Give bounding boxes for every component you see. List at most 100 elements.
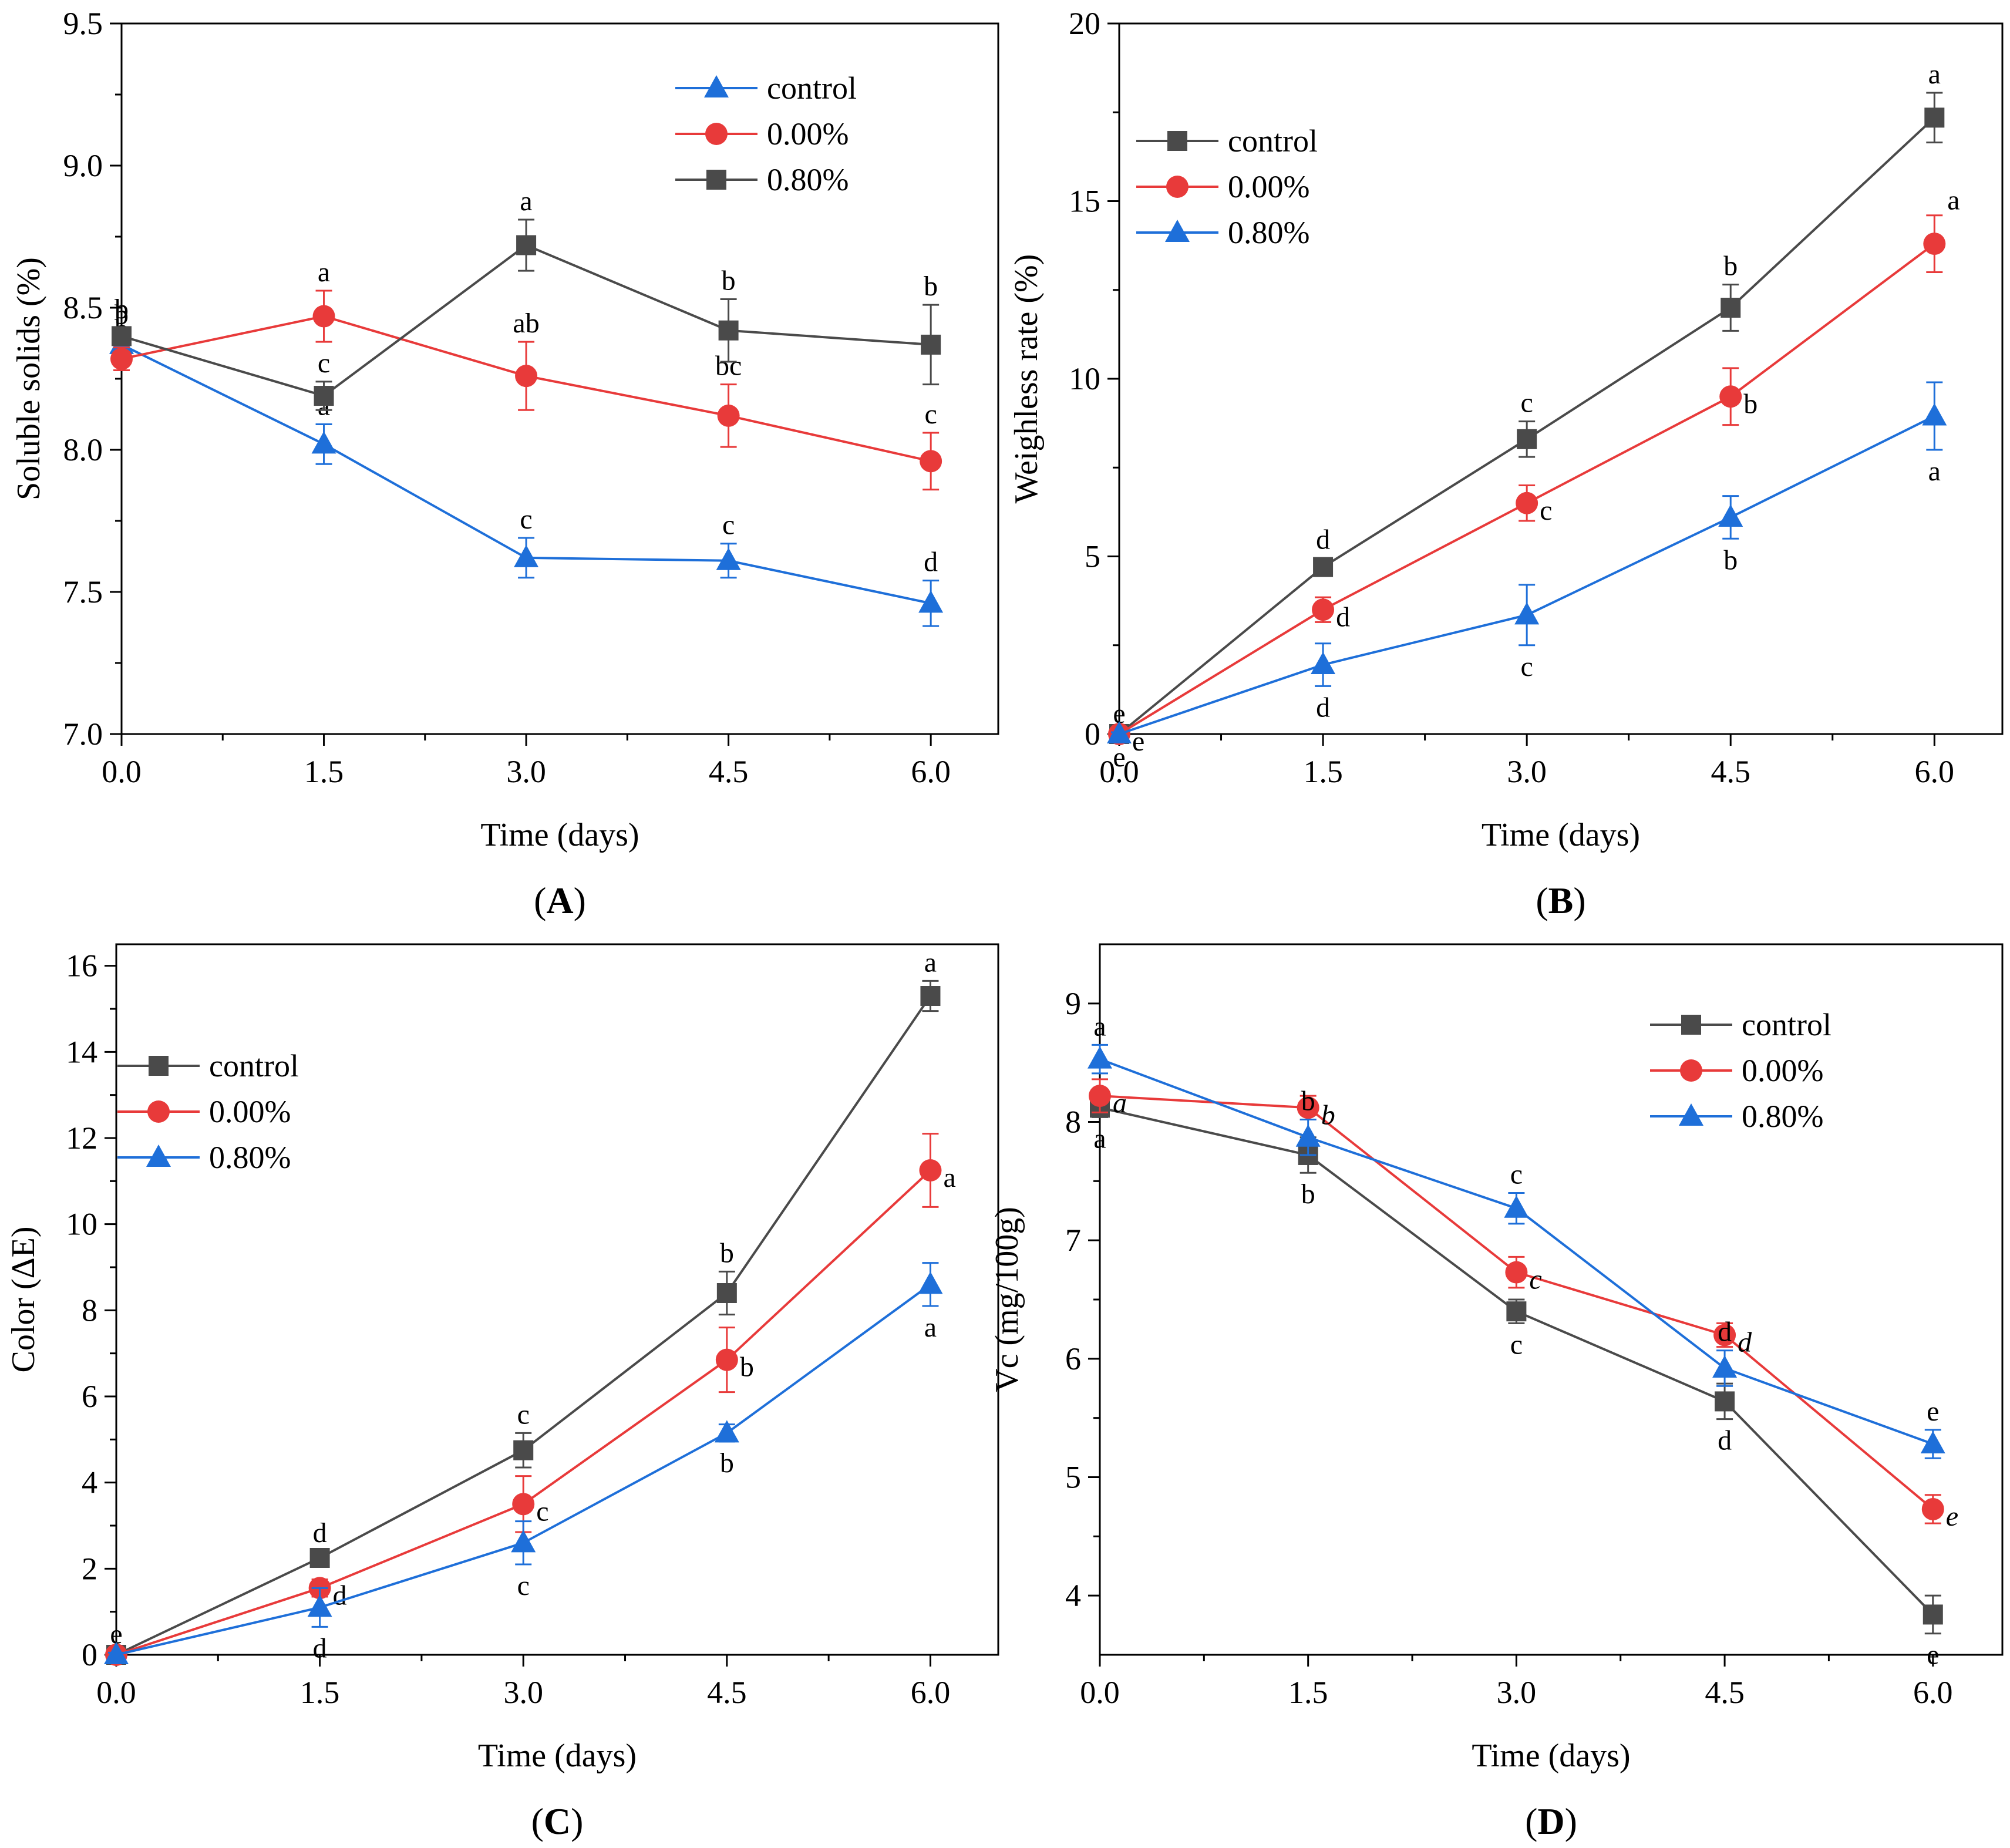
significance-label: a: [924, 947, 937, 978]
x-tick-label: 6.0: [1915, 754, 1955, 789]
data-point: [1715, 1391, 1735, 1412]
legend-item: control: [117, 1048, 299, 1083]
legend-item: 0.80%: [1650, 1099, 1823, 1134]
x-tick-label: 3.0: [1507, 754, 1547, 789]
y-tick-label: 16: [66, 948, 97, 984]
legend-marker: [705, 123, 728, 145]
data-point: [314, 386, 334, 406]
legend-label: control: [1228, 123, 1318, 159]
legend-item: 0.00%: [675, 116, 849, 152]
legend-item: 0.00%: [1136, 169, 1309, 204]
significance-label: a: [1093, 1123, 1106, 1154]
significance-label: c: [1520, 651, 1533, 682]
significance-label: e: [1927, 1396, 1939, 1427]
data-point: [515, 365, 538, 388]
data-point: [920, 986, 941, 1006]
significance-label: c: [318, 348, 330, 379]
significance-label: d: [1316, 524, 1330, 556]
legend-marker: [1166, 176, 1189, 198]
panel-label: (C): [531, 1800, 584, 1842]
legend-item: 0.80%: [1136, 215, 1309, 250]
x-tick-label: 3.0: [506, 754, 546, 789]
data-point: [715, 1348, 738, 1371]
legend-label: 0.00%: [1742, 1053, 1823, 1088]
y-tick-label: 6: [1065, 1341, 1081, 1376]
significance-label: c: [1520, 388, 1533, 419]
y-tick-label: 0: [82, 1637, 97, 1672]
significance-label: b: [924, 271, 938, 302]
data-point: [1506, 1301, 1527, 1322]
y-tick-label: 2: [82, 1551, 97, 1586]
significance-label: b: [720, 1448, 734, 1479]
chart-panel-b: 0.0 1.5 3.0 4.5 6.0 0 5 10 15 20 Time (days) Weighl…: [1008, 6, 2004, 921]
x-tick-label: 4.5: [1711, 754, 1750, 789]
x-tick-label: 6.0: [911, 754, 951, 789]
significance-label: b: [115, 294, 129, 325]
significance-label: b: [1301, 1179, 1315, 1210]
significance-label: d: [313, 1632, 327, 1664]
y-tick-label: 12: [66, 1120, 97, 1156]
chart-panel-a: 0.0 1.5 3.0 4.5 6.0 7.0 7.5 8.0 8.5 9.0 9.5 Time (d…: [11, 6, 999, 921]
y-tick-label: 0: [1085, 716, 1100, 752]
y-tick-label: 9.0: [63, 148, 103, 183]
data-point: [1923, 233, 1946, 255]
significance-label: b: [740, 1352, 754, 1383]
chart-panel-c: 0.0 1.5 3.0 4.5 6.0 0 2 4 6 8 10 12 14 16 Time (days) C…: [5, 943, 999, 1842]
legend-item: 0.00%: [1650, 1053, 1823, 1088]
significance-label: e: [110, 1618, 122, 1650]
data-point: [1313, 557, 1334, 577]
legend-label: 0.80%: [1742, 1099, 1823, 1134]
data-point: [716, 1283, 737, 1303]
data-point: [921, 334, 941, 355]
legend-marker: [1167, 131, 1187, 151]
data-point: [1107, 721, 1132, 743]
significance-label: d: [1738, 1327, 1752, 1358]
significance-label: d: [1718, 1425, 1732, 1456]
y-axis-title: Weighless rate (%): [1008, 254, 1045, 504]
significance-label: b: [1723, 251, 1738, 282]
x-tick-label: 1.5: [1303, 754, 1343, 789]
legend-item: 0.00%: [117, 1094, 291, 1129]
legend-marker: [1679, 1103, 1703, 1126]
significance-label: a: [924, 1312, 937, 1343]
legend-label: 0.00%: [767, 116, 849, 152]
y-tick-label: 8: [1065, 1105, 1081, 1140]
legend-label: control: [209, 1048, 299, 1083]
data-point: [1713, 1324, 1736, 1347]
x-tick-label: 0.0: [1080, 1675, 1120, 1710]
data-point: [307, 1594, 332, 1617]
data-point: [1923, 1604, 1943, 1625]
data-point: [516, 235, 537, 255]
significance-label: b: [115, 299, 129, 331]
legend-marker: [706, 170, 726, 190]
x-axis-title: Time (days): [1472, 1738, 1630, 1774]
x-tick-label: 3.0: [503, 1675, 543, 1710]
y-tick-label: 8.5: [63, 290, 103, 325]
legend: control 0.00% 0.80%: [1136, 123, 1318, 250]
data-point: [514, 544, 539, 567]
y-axis-title: Vc (mg/100g): [989, 1207, 1025, 1392]
x-tick-label: 4.5: [709, 754, 749, 789]
chart-panel-d: 0.0 1.5 3.0 4.5 6.0 4 5 6 7 8 9 Time (days) Vc (mg/1…: [989, 943, 2004, 1842]
significance-label: e: [1113, 698, 1125, 729]
significance-label: a: [520, 186, 532, 217]
data-point: [718, 320, 739, 341]
y-tick-label: 5: [1085, 539, 1100, 574]
legend-marker: [1680, 1059, 1702, 1082]
legend-label: 0.80%: [767, 162, 849, 197]
data-point: [312, 305, 335, 328]
y-tick-label: 10: [66, 1207, 97, 1242]
data-point: [311, 431, 336, 454]
y-tick-label: 14: [66, 1034, 97, 1069]
data-point: [1924, 107, 1945, 128]
significance-label: ab: [513, 308, 539, 339]
significance-label: b: [720, 1237, 734, 1268]
series-line: [1119, 415, 1935, 735]
significance-label: a: [318, 257, 330, 288]
data-point: [1514, 602, 1540, 625]
data-point: [918, 1271, 943, 1294]
x-axis-title: Time (days): [1482, 817, 1640, 853]
data-point: [714, 1420, 739, 1443]
significance-label: e: [1927, 1640, 1939, 1671]
significance-label: d: [313, 1517, 327, 1549]
